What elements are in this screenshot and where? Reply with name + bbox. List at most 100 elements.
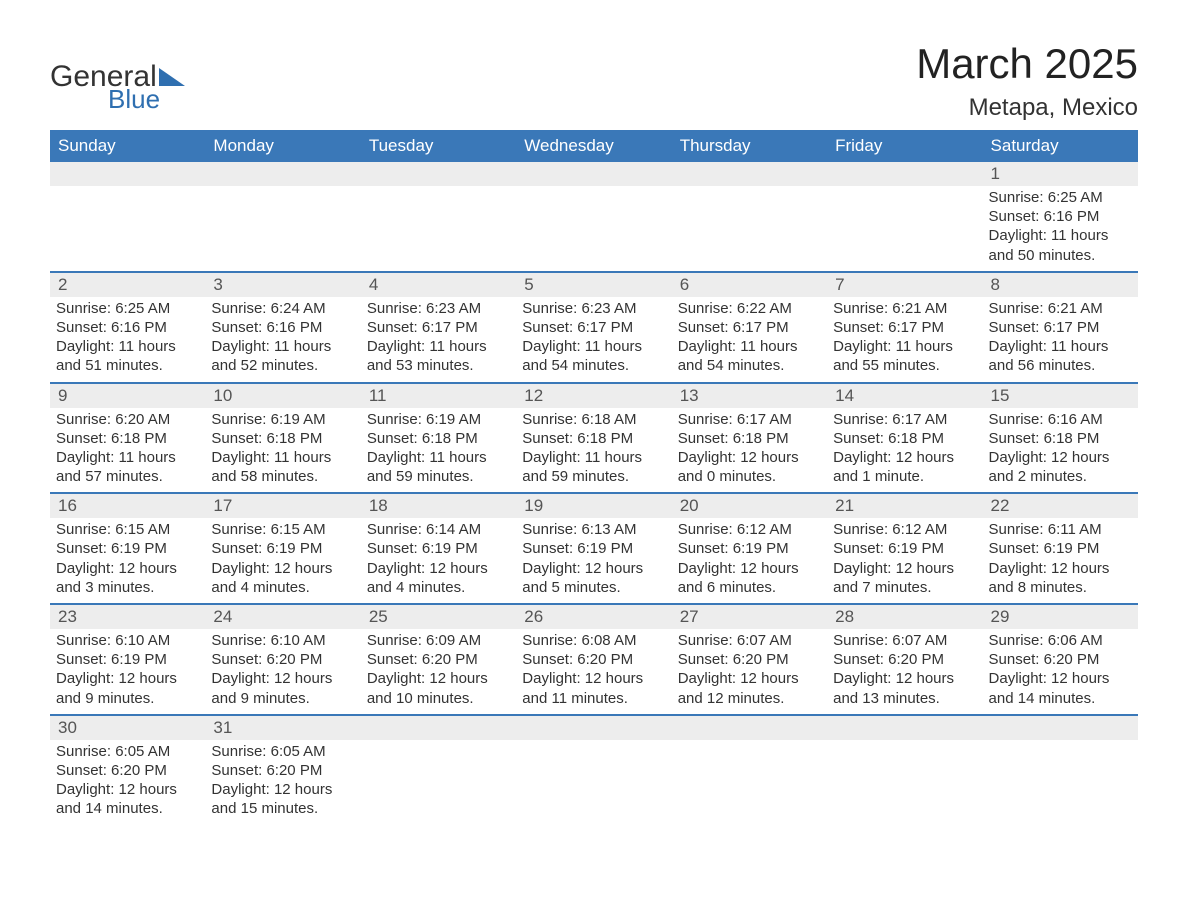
day-number: 16 (50, 494, 205, 518)
daylight-line: Daylight: 11 hours and 55 minutes. (833, 337, 976, 375)
calendar-week: 2Sunrise: 6:25 AMSunset: 6:16 PMDaylight… (50, 272, 1138, 383)
day-body: Sunrise: 6:25 AMSunset: 6:16 PMDaylight:… (983, 186, 1138, 271)
day-number (672, 716, 827, 740)
sunrise-line: Sunrise: 6:15 AM (56, 520, 199, 539)
day-number: 23 (50, 605, 205, 629)
day-number (827, 716, 982, 740)
calendar-cell: 16Sunrise: 6:15 AMSunset: 6:19 PMDayligh… (50, 493, 205, 604)
sunrise-line: Sunrise: 6:23 AM (367, 299, 510, 318)
sunset-line: Sunset: 6:19 PM (56, 539, 199, 558)
daylight-line: Daylight: 12 hours and 11 minutes. (522, 669, 665, 707)
sunrise-line: Sunrise: 6:25 AM (989, 188, 1132, 207)
sunset-line: Sunset: 6:19 PM (367, 539, 510, 558)
calendar-cell: 30Sunrise: 6:05 AMSunset: 6:20 PMDayligh… (50, 715, 205, 825)
daylight-line: Daylight: 12 hours and 14 minutes. (989, 669, 1132, 707)
day-number: 24 (205, 605, 360, 629)
daylight-line: Daylight: 12 hours and 15 minutes. (211, 780, 354, 818)
day-body (672, 186, 827, 256)
day-number: 9 (50, 384, 205, 408)
sunset-line: Sunset: 6:19 PM (56, 650, 199, 669)
sunrise-line: Sunrise: 6:20 AM (56, 410, 199, 429)
daylight-line: Daylight: 11 hours and 57 minutes. (56, 448, 199, 486)
weekday-saturday: Saturday (983, 130, 1138, 162)
sunrise-line: Sunrise: 6:16 AM (989, 410, 1132, 429)
sunset-line: Sunset: 6:19 PM (522, 539, 665, 558)
sunrise-line: Sunrise: 6:23 AM (522, 299, 665, 318)
daylight-line: Daylight: 12 hours and 9 minutes. (56, 669, 199, 707)
daylight-line: Daylight: 12 hours and 5 minutes. (522, 559, 665, 597)
sunset-line: Sunset: 6:19 PM (833, 539, 976, 558)
daylight-line: Daylight: 12 hours and 9 minutes. (211, 669, 354, 707)
sunset-line: Sunset: 6:20 PM (211, 761, 354, 780)
day-body: Sunrise: 6:19 AMSunset: 6:18 PMDaylight:… (361, 408, 516, 493)
day-number (983, 716, 1138, 740)
sunrise-line: Sunrise: 6:17 AM (833, 410, 976, 429)
sunrise-line: Sunrise: 6:10 AM (211, 631, 354, 650)
calendar-cell: 4Sunrise: 6:23 AMSunset: 6:17 PMDaylight… (361, 272, 516, 383)
day-body: Sunrise: 6:10 AMSunset: 6:19 PMDaylight:… (50, 629, 205, 714)
sunset-line: Sunset: 6:19 PM (678, 539, 821, 558)
sunrise-line: Sunrise: 6:13 AM (522, 520, 665, 539)
daylight-line: Daylight: 12 hours and 13 minutes. (833, 669, 976, 707)
day-number: 3 (205, 273, 360, 297)
daylight-line: Daylight: 11 hours and 56 minutes. (989, 337, 1132, 375)
day-body: Sunrise: 6:11 AMSunset: 6:19 PMDaylight:… (983, 518, 1138, 603)
sunrise-line: Sunrise: 6:05 AM (211, 742, 354, 761)
daylight-line: Daylight: 11 hours and 54 minutes. (678, 337, 821, 375)
day-number (361, 716, 516, 740)
sunrise-line: Sunrise: 6:19 AM (211, 410, 354, 429)
day-body: Sunrise: 6:05 AMSunset: 6:20 PMDaylight:… (50, 740, 205, 825)
sunrise-line: Sunrise: 6:25 AM (56, 299, 199, 318)
sunset-line: Sunset: 6:18 PM (522, 429, 665, 448)
daylight-line: Daylight: 11 hours and 58 minutes. (211, 448, 354, 486)
day-body: Sunrise: 6:07 AMSunset: 6:20 PMDaylight:… (672, 629, 827, 714)
day-number (672, 162, 827, 186)
title-block: March 2025 Metapa, Mexico (916, 40, 1138, 122)
sunrise-line: Sunrise: 6:07 AM (833, 631, 976, 650)
sunrise-line: Sunrise: 6:11 AM (989, 520, 1132, 539)
day-number: 5 (516, 273, 671, 297)
calendar-cell: 28Sunrise: 6:07 AMSunset: 6:20 PMDayligh… (827, 604, 982, 715)
day-body (983, 740, 1138, 810)
sunrise-line: Sunrise: 6:17 AM (678, 410, 821, 429)
day-body (827, 186, 982, 256)
day-body (361, 186, 516, 256)
sunrise-line: Sunrise: 6:24 AM (211, 299, 354, 318)
daylight-line: Daylight: 12 hours and 12 minutes. (678, 669, 821, 707)
calendar-cell (983, 715, 1138, 825)
header: General Blue March 2025 Metapa, Mexico (50, 40, 1138, 122)
weekday-tuesday: Tuesday (361, 130, 516, 162)
day-number: 27 (672, 605, 827, 629)
calendar-week: 30Sunrise: 6:05 AMSunset: 6:20 PMDayligh… (50, 715, 1138, 825)
sunrise-line: Sunrise: 6:09 AM (367, 631, 510, 650)
calendar-cell: 29Sunrise: 6:06 AMSunset: 6:20 PMDayligh… (983, 604, 1138, 715)
daylight-line: Daylight: 11 hours and 59 minutes. (367, 448, 510, 486)
sunrise-line: Sunrise: 6:06 AM (989, 631, 1132, 650)
calendar-cell (205, 162, 360, 272)
day-body: Sunrise: 6:25 AMSunset: 6:16 PMDaylight:… (50, 297, 205, 382)
sunset-line: Sunset: 6:18 PM (56, 429, 199, 448)
calendar-cell (827, 162, 982, 272)
daylight-line: Daylight: 12 hours and 0 minutes. (678, 448, 821, 486)
sunset-line: Sunset: 6:20 PM (211, 650, 354, 669)
calendar-week: 9Sunrise: 6:20 AMSunset: 6:18 PMDaylight… (50, 383, 1138, 494)
day-number: 4 (361, 273, 516, 297)
daylight-line: Daylight: 11 hours and 50 minutes. (989, 226, 1132, 264)
sunrise-line: Sunrise: 6:19 AM (367, 410, 510, 429)
daylight-line: Daylight: 12 hours and 8 minutes. (989, 559, 1132, 597)
day-number: 17 (205, 494, 360, 518)
sunset-line: Sunset: 6:18 PM (211, 429, 354, 448)
day-body: Sunrise: 6:06 AMSunset: 6:20 PMDaylight:… (983, 629, 1138, 714)
calendar-cell (516, 715, 671, 825)
calendar-cell: 19Sunrise: 6:13 AMSunset: 6:19 PMDayligh… (516, 493, 671, 604)
daylight-line: Daylight: 12 hours and 6 minutes. (678, 559, 821, 597)
day-body (50, 186, 205, 256)
calendar-table: Sunday Monday Tuesday Wednesday Thursday… (50, 130, 1138, 825)
day-number: 10 (205, 384, 360, 408)
day-number: 21 (827, 494, 982, 518)
sunrise-line: Sunrise: 6:22 AM (678, 299, 821, 318)
day-number: 7 (827, 273, 982, 297)
day-body: Sunrise: 6:12 AMSunset: 6:19 PMDaylight:… (672, 518, 827, 603)
calendar-cell: 6Sunrise: 6:22 AMSunset: 6:17 PMDaylight… (672, 272, 827, 383)
calendar-cell: 26Sunrise: 6:08 AMSunset: 6:20 PMDayligh… (516, 604, 671, 715)
